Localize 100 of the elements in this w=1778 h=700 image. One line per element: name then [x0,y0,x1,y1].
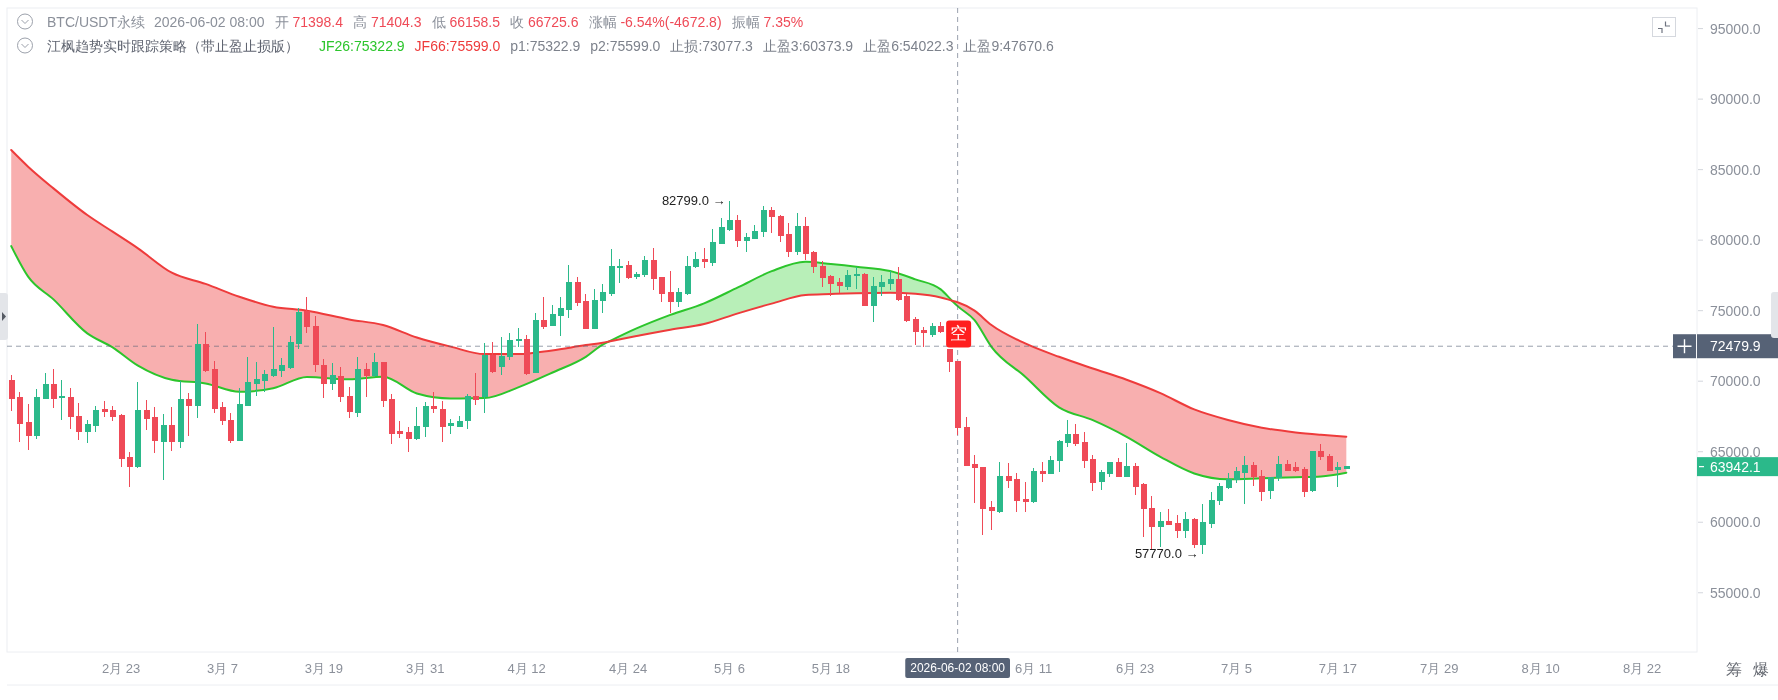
candlestick [836,277,843,294]
candlestick [439,400,446,443]
text: JF26:75322.9 [319,37,405,54]
candlestick [1039,461,1046,483]
y-tick-label: 90000.0 [1710,91,1761,108]
x-tick-label: 7月 5 [1220,660,1253,676]
y-tick-label: 75000.0 [1710,302,1761,319]
x-tick-label: 3月 31 [406,660,445,676]
candlestick [202,331,209,373]
x-tick-label: 8月 10 [1521,660,1560,676]
x-tick-label: 5月 6 [713,660,746,676]
candlestick [1182,511,1189,539]
annotation: 2026-06-02 08:00 [154,13,265,30]
candlestick [937,321,944,334]
ref-line-label: 2026-06-02 08:00 [910,661,1006,675]
text: 爆 [1753,660,1769,678]
x-tick-label: 4月 12 [507,660,546,676]
candlestick [709,228,716,267]
candlestick [1030,467,1037,504]
candlestick [58,379,65,421]
candlestick [1199,503,1206,555]
candlestick [532,312,539,374]
candlestick [337,366,344,403]
candlestick [701,247,708,269]
candlestick [1309,450,1316,493]
x-tick-label: 3月 7 [206,660,239,676]
candlestick [194,323,201,419]
annotation: 57770.0 → [1134,546,1199,562]
candlestick [1191,517,1198,549]
candlestick [177,380,184,449]
ref-line-label: 72479.9 [1710,338,1761,355]
candlestick [1123,442,1130,478]
candlestick [794,212,801,256]
candlestick [734,214,741,248]
candlestick [1301,466,1308,498]
candlestick [405,426,412,453]
y-tick-label: 95000.0 [1710,20,1761,37]
candlestick [1326,453,1333,472]
candlestick [988,500,995,531]
line-series [10,245,1348,481]
candlestick [354,356,361,418]
x-tick-label: 8月 22 [1622,660,1662,676]
x-tick-label: 6月 23 [1115,660,1155,676]
annotation: 82799.0 → [661,193,726,209]
y-tick-label: 65000.0 [1710,443,1761,460]
candlestick [861,272,868,307]
candlestick [929,322,936,338]
candlestick [481,342,488,414]
candlestick [413,406,420,441]
candlestick [1072,423,1079,447]
y-tick-label: 55000.0 [1710,584,1761,601]
candlestick [760,205,767,238]
candlestick [422,401,429,438]
y-tick-label: 80000.0 [1710,232,1761,249]
candlestick [371,352,378,378]
x-tick-label: 4月 24 [608,660,648,676]
text: 筹 [1726,660,1742,678]
candlestick [25,403,32,451]
candlestick [346,386,353,419]
candlestick [887,270,894,291]
candlestick [33,388,40,440]
candlestick [675,287,682,308]
chart-title: BTC/USDT永续 [47,13,145,30]
annotation: 收 66725.6 [510,13,579,30]
candlestick [1317,443,1324,461]
candlestick [1174,514,1181,539]
candlestick [523,334,530,376]
annotation: 开 71398.4 [274,13,344,30]
candlestick [134,381,141,469]
candlestick [844,269,851,291]
x-tick-label: 5月 18 [811,660,851,676]
candlestick [853,266,860,290]
text: 江枫趋势实时跟踪策略（带止盈止损版） [47,37,299,54]
candlestick [430,391,437,414]
x-tick-label: 7月 29 [1420,660,1459,676]
x-tick-label: 6月 11 [1015,660,1053,676]
candlestick [303,296,310,334]
annotation: 止盈9:47670.6 [963,37,1054,54]
candlestick [667,270,674,314]
candlestick [625,260,632,280]
candlestick [1115,457,1122,478]
annotation: 止损:73077.3 [670,37,754,54]
candlestick [1157,511,1164,548]
x-tick-label: 3月 19 [304,660,344,676]
candlestick [1334,461,1341,488]
candlestick [1165,508,1172,526]
candlestick [168,406,175,452]
candlestick [50,368,57,409]
annotation: p1:75322.9 [510,37,581,54]
candlestick [185,392,192,437]
candlestick [472,372,479,406]
y-tick-label: 85000.0 [1710,161,1761,178]
y-tick-label: 70000.0 [1710,373,1761,390]
x-tick-label: 2月 23 [101,660,141,676]
annotation: 止盈3:60373.9 [762,37,854,54]
annotation: p2:75599.0 [590,37,661,54]
candlestick [540,296,547,330]
candlestick [489,341,496,374]
annotation: 振幅 7.35% [731,13,804,30]
candlestick [996,461,1003,514]
